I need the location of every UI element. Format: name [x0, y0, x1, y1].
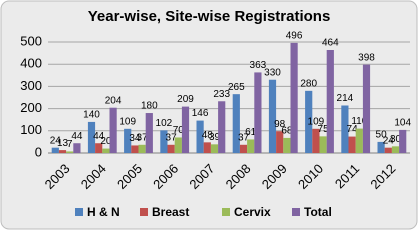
bar — [341, 105, 349, 153]
legend-label: Cervix — [234, 205, 271, 219]
bar — [384, 147, 392, 153]
bar — [95, 143, 103, 153]
value-label: 61 — [245, 127, 257, 138]
bar — [276, 131, 284, 153]
chart-background — [0, 0, 418, 230]
value-label: 34 — [129, 133, 141, 144]
legend-swatch — [75, 208, 83, 216]
value-label: 109 — [119, 116, 136, 127]
value-label: 464 — [322, 38, 339, 49]
value-label: 98 — [274, 119, 286, 130]
value-label: 13 — [57, 138, 69, 149]
bar — [124, 128, 132, 153]
bar — [399, 129, 407, 153]
value-label: 30 — [390, 134, 402, 145]
value-label: 44 — [93, 131, 105, 142]
value-label: 233 — [213, 89, 230, 100]
bar — [290, 42, 298, 153]
value-label: 24 — [383, 135, 395, 146]
bar — [203, 142, 211, 153]
bar — [239, 144, 248, 153]
value-label: 363 — [250, 60, 267, 71]
value-label: 7 — [67, 139, 73, 150]
value-label: 48 — [202, 130, 214, 141]
bar — [268, 79, 277, 153]
y-tick-label: 100 — [20, 122, 42, 137]
value-label: 104 — [394, 118, 411, 129]
bar — [51, 147, 59, 153]
bar — [131, 145, 139, 153]
y-tick-label: 500 — [20, 33, 42, 48]
bar — [283, 137, 291, 153]
value-label: 68 — [281, 126, 293, 137]
bar — [167, 144, 175, 153]
bar — [58, 150, 67, 153]
value-label: 109 — [308, 116, 325, 127]
value-label: 102 — [156, 118, 173, 129]
value-label: 204 — [105, 95, 122, 106]
value-label: 37 — [137, 132, 149, 143]
bar — [305, 90, 313, 153]
value-label: 50 — [376, 130, 388, 141]
bar — [174, 137, 182, 153]
legend-label: H & N — [87, 205, 120, 219]
value-label: 44 — [71, 131, 83, 142]
bar — [319, 136, 327, 153]
legend-label: Breast — [152, 205, 189, 219]
value-label: 110 — [351, 116, 367, 127]
bar — [254, 72, 262, 153]
value-label: 209 — [177, 94, 194, 105]
chart: Year-wise, Site-wise Registrations 0 100 2… — [0, 0, 418, 230]
bar — [247, 139, 255, 153]
bar — [312, 128, 320, 153]
value-label: 24 — [50, 135, 62, 146]
bar — [348, 136, 356, 153]
value-label: 70 — [173, 125, 185, 136]
value-label: 398 — [358, 52, 375, 63]
bar — [362, 64, 371, 153]
legend-swatch — [222, 208, 230, 216]
bar — [160, 130, 168, 153]
bar — [232, 94, 240, 153]
bar — [218, 101, 226, 153]
y-tick-label: 0 — [35, 144, 42, 159]
value-label: 74 — [347, 124, 359, 135]
value-label: 496 — [286, 31, 303, 42]
value-label: 39 — [209, 132, 221, 143]
value-label: 330 — [264, 67, 281, 78]
value-label: 75 — [318, 124, 330, 135]
bar — [102, 148, 110, 153]
bar — [145, 113, 153, 153]
value-label: 37 — [166, 132, 178, 143]
value-label: 280 — [300, 78, 317, 89]
legend-swatch — [140, 208, 148, 216]
y-tick-label: 300 — [20, 78, 42, 93]
bar — [326, 49, 334, 153]
value-label: 37 — [238, 132, 250, 143]
y-tick-label: 200 — [20, 100, 42, 115]
bar — [391, 146, 400, 153]
value-label: 146 — [192, 108, 209, 119]
value-label: 265 — [228, 82, 245, 93]
bar — [210, 144, 219, 153]
legend-swatch — [292, 208, 300, 216]
bar — [138, 144, 146, 153]
value-label: 140 — [83, 110, 100, 121]
bar — [66, 151, 74, 153]
bar — [87, 121, 96, 153]
bar — [377, 141, 385, 153]
legend-label: Total — [304, 205, 332, 219]
value-label: 20 — [100, 136, 112, 147]
y-tick-label: 400 — [20, 56, 42, 71]
value-label: 180 — [141, 101, 158, 112]
bar — [109, 107, 117, 153]
bar — [196, 120, 204, 153]
bar — [181, 106, 190, 153]
bar — [355, 128, 363, 153]
chart-title: Year-wise, Site-wise Registrations — [88, 8, 331, 25]
bar — [73, 143, 81, 153]
value-label: 214 — [337, 93, 354, 104]
